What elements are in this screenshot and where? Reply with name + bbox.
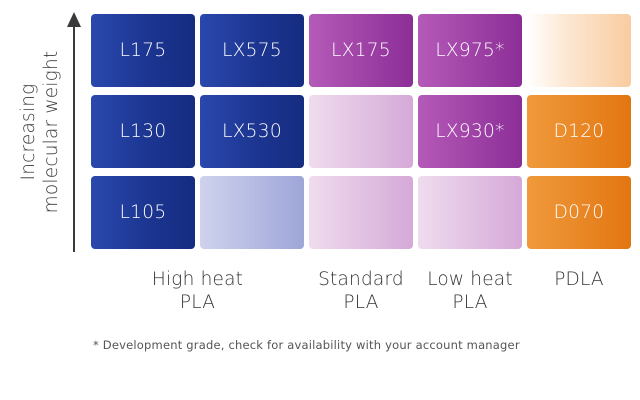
grade-cell-l105: L105 xyxy=(91,176,195,249)
grade-cell-lx175: LX175 xyxy=(309,14,413,87)
column-label-pdla-line-1: PDLA xyxy=(554,269,604,290)
grade-cell-l175: L175 xyxy=(91,14,195,87)
column-label-low-heat-line-1: Low heat xyxy=(427,269,513,290)
column-label-high-heat-pla: High heat PLA xyxy=(91,268,304,314)
grade-cell-lx975: LX975* xyxy=(418,14,522,87)
grade-cell-lx575: LX575 xyxy=(200,14,304,87)
y-axis-line xyxy=(73,26,75,252)
grade-cell-l130: L130 xyxy=(91,95,195,168)
column-label-high-heat-line-2: PLA xyxy=(179,292,216,313)
column-label-pdla: PDLA xyxy=(527,268,631,291)
y-axis-arrow-icon xyxy=(67,12,81,27)
grade-cell-d070: D070 xyxy=(527,176,631,249)
y-axis-label-line-1: Increasing xyxy=(18,83,39,181)
grade-cell-lx930: LX930* xyxy=(418,95,522,168)
y-axis-label-line-2: molecular weight xyxy=(41,50,62,214)
empty-cell-pdla-top xyxy=(527,14,631,87)
grade-grid: L175 LX575 LX175 LX975* L130 LX530 LX930… xyxy=(91,14,632,251)
column-label-standard-line-2: PLA xyxy=(343,292,379,313)
footnote: * Development grade, check for availabil… xyxy=(93,338,520,352)
column-label-low-heat-line-2: PLA xyxy=(452,292,488,313)
grade-cell-d120: D120 xyxy=(527,95,631,168)
y-axis-label: Increasing molecular weight xyxy=(17,12,63,252)
column-label-standard-pla: Standard PLA xyxy=(309,268,413,314)
empty-cell-highheat-low xyxy=(200,176,304,249)
grade-cell-lx530: LX530 xyxy=(200,95,304,168)
column-label-low-heat-pla: Low heat PLA xyxy=(418,268,522,314)
empty-cell-standard-mid xyxy=(309,95,413,168)
empty-cell-standard-low xyxy=(309,176,413,249)
column-label-high-heat-line-1: High heat xyxy=(151,269,244,290)
column-label-standard-line-1: Standard xyxy=(318,269,404,290)
empty-cell-lowheat-low xyxy=(418,176,522,249)
